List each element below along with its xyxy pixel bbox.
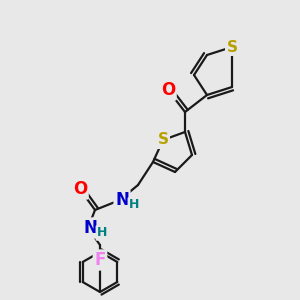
Text: N: N bbox=[115, 191, 129, 209]
Text: H: H bbox=[97, 226, 107, 239]
Text: O: O bbox=[161, 81, 175, 99]
Text: S: S bbox=[226, 40, 238, 55]
Text: N: N bbox=[83, 219, 97, 237]
Text: F: F bbox=[94, 251, 106, 269]
Text: S: S bbox=[158, 133, 169, 148]
Text: O: O bbox=[73, 180, 87, 198]
Text: H: H bbox=[129, 199, 139, 212]
